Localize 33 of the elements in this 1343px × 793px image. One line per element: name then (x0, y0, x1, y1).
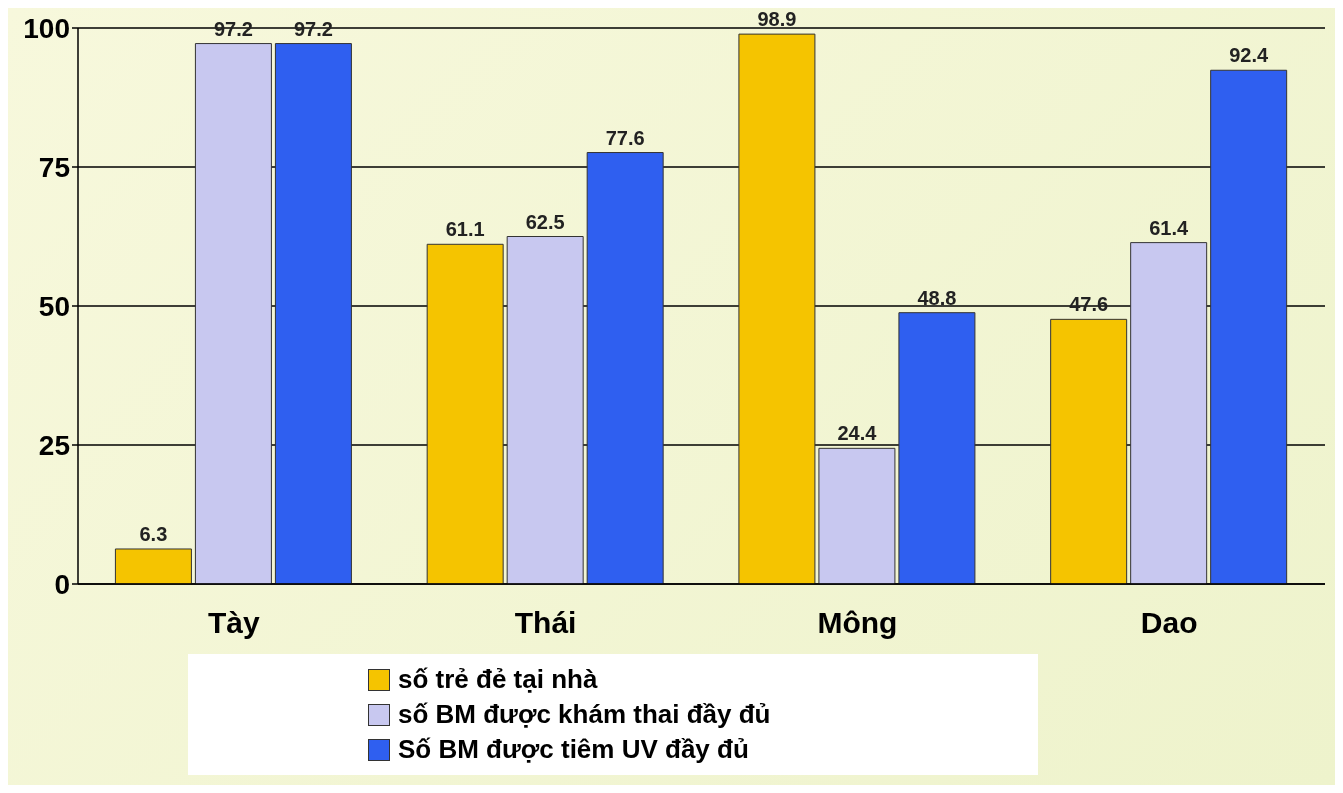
y-tick-label: 100 (23, 12, 70, 44)
x-tick-label: Thái (514, 606, 577, 640)
data-label: 61.4 (1149, 216, 1189, 239)
data-label: 62.5 (525, 210, 565, 233)
bar (1050, 318, 1128, 584)
x-tick-label: Tày (208, 606, 261, 640)
bar (898, 312, 976, 584)
bar (114, 548, 192, 584)
data-label: 92.4 (1229, 44, 1269, 67)
legend-label: Số BM được tiêm UV đầy đủ (398, 734, 749, 765)
legend-label: số trẻ đẻ tại nhà (398, 664, 598, 695)
bar (586, 152, 664, 584)
bar (1130, 242, 1208, 584)
bar (274, 43, 352, 584)
bar (1210, 69, 1288, 584)
bar (194, 43, 272, 584)
data-label: 77.6 (605, 126, 645, 149)
bar (818, 447, 896, 584)
legend-label: số BM được khám thai đầy đủ (398, 699, 771, 730)
data-label: 6.3 (139, 522, 168, 545)
y-tick-label: 0 (54, 568, 70, 600)
bar (506, 236, 584, 584)
data-label: 24.4 (837, 422, 878, 445)
y-tick-label: 50 (38, 290, 70, 322)
y-tick-label: 25 (38, 429, 70, 461)
bar (738, 33, 816, 584)
bar (426, 243, 504, 584)
data-label: 98.9 (757, 8, 797, 31)
x-tick-label: Dao (1140, 606, 1198, 640)
data-label: 48.8 (917, 286, 957, 309)
x-tick-label: Mông (817, 606, 898, 640)
y-tick-label: 75 (38, 151, 70, 183)
data-label: 61.1 (445, 218, 485, 241)
